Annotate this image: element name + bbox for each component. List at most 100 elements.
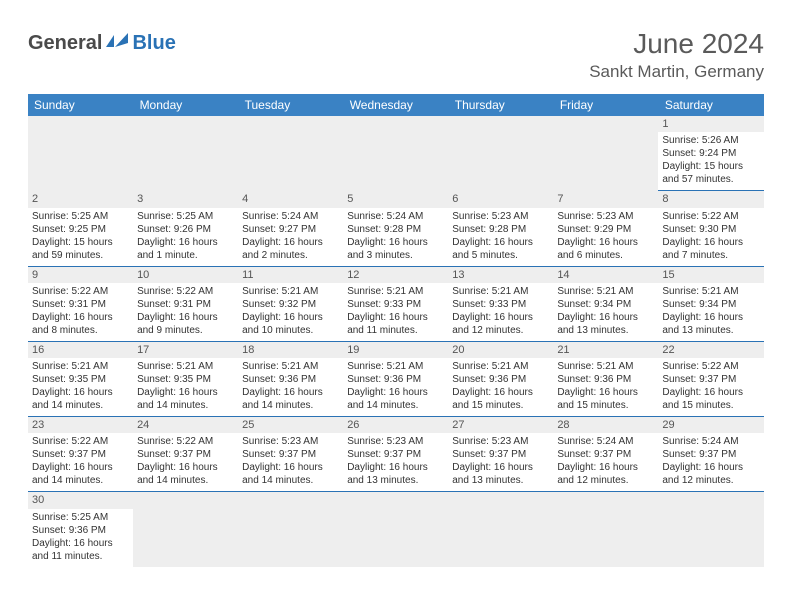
calendar-day-cell: 22 Sunrise: 5:22 AMSunset: 9:37 PMDayligh… bbox=[658, 341, 763, 416]
calendar-day-cell bbox=[28, 116, 133, 191]
weekday-header: Friday bbox=[553, 94, 658, 116]
day-details: Sunrise: 5:23 AMSunset: 9:37 PMDaylight:… bbox=[347, 435, 444, 487]
calendar-day-cell: 2 Sunrise: 5:25 AMSunset: 9:25 PMDaylight… bbox=[28, 191, 133, 266]
day-number: 24 bbox=[133, 417, 238, 433]
calendar-day-cell bbox=[658, 492, 763, 567]
day-number: 19 bbox=[343, 342, 448, 358]
calendar-day-cell: 28Sunrise: 5:24 AMSunset: 9:37 PMDayligh… bbox=[553, 417, 658, 492]
calendar-day-cell: 18Sunrise: 5:21 AMSunset: 9:36 PMDayligh… bbox=[238, 341, 343, 416]
day-number: 20 bbox=[448, 342, 553, 358]
calendar-day-cell: 1 Sunrise: 5:26 AMSunset: 9:24 PMDaylight… bbox=[658, 116, 763, 191]
day-details: Sunrise: 5:25 AMSunset: 9:36 PMDaylight:… bbox=[32, 511, 129, 563]
day-details: Sunrise: 5:25 AMSunset: 9:25 PMDaylight:… bbox=[32, 210, 129, 262]
day-details: Sunrise: 5:21 AMSunset: 9:34 PMDaylight:… bbox=[662, 285, 759, 337]
day-details: Sunrise: 5:21 AMSunset: 9:36 PMDaylight:… bbox=[557, 360, 654, 412]
calendar-day-cell: 7 Sunrise: 5:23 AMSunset: 9:29 PMDaylight… bbox=[553, 191, 658, 266]
day-number: 29 bbox=[658, 417, 763, 433]
day-details: Sunrise: 5:21 AMSunset: 9:33 PMDaylight:… bbox=[452, 285, 549, 337]
weekday-header: Wednesday bbox=[343, 94, 448, 116]
day-details: Sunrise: 5:23 AMSunset: 9:28 PMDaylight:… bbox=[452, 210, 549, 262]
day-details: Sunrise: 5:23 AMSunset: 9:37 PMDaylight:… bbox=[452, 435, 549, 487]
day-details: Sunrise: 5:26 AMSunset: 9:24 PMDaylight:… bbox=[662, 134, 759, 186]
title-block: June 2024 Sankt Martin, Germany bbox=[589, 28, 764, 82]
calendar-day-cell: 25Sunrise: 5:23 AMSunset: 9:37 PMDayligh… bbox=[238, 417, 343, 492]
weekday-header: Saturday bbox=[658, 94, 763, 116]
calendar-day-cell bbox=[238, 492, 343, 567]
weekday-header: Monday bbox=[133, 94, 238, 116]
day-number: 25 bbox=[238, 417, 343, 433]
day-details: Sunrise: 5:24 AMSunset: 9:37 PMDaylight:… bbox=[662, 435, 759, 487]
calendar-day-cell: 12Sunrise: 5:21 AMSunset: 9:33 PMDayligh… bbox=[343, 266, 448, 341]
weekday-header-row: Sunday Monday Tuesday Wednesday Thursday… bbox=[28, 94, 764, 116]
calendar-week-row: 16Sunrise: 5:21 AMSunset: 9:35 PMDayligh… bbox=[28, 341, 764, 416]
calendar-week-row: 30 Sunrise: 5:25 AMSunset: 9:36 PMDayligh… bbox=[28, 492, 764, 567]
day-number: 9 bbox=[28, 267, 133, 283]
logo-flag-icon bbox=[106, 33, 128, 54]
day-number: 27 bbox=[448, 417, 553, 433]
day-details: Sunrise: 5:21 AMSunset: 9:35 PMDaylight:… bbox=[32, 360, 129, 412]
day-number: 2 bbox=[28, 191, 133, 207]
day-details: Sunrise: 5:22 AMSunset: 9:30 PMDaylight:… bbox=[662, 210, 759, 262]
calendar-day-cell: 6 Sunrise: 5:23 AMSunset: 9:28 PMDaylight… bbox=[448, 191, 553, 266]
day-number: 13 bbox=[448, 267, 553, 283]
day-details: Sunrise: 5:24 AMSunset: 9:27 PMDaylight:… bbox=[242, 210, 339, 262]
day-details: Sunrise: 5:24 AMSunset: 9:28 PMDaylight:… bbox=[347, 210, 444, 262]
day-details: Sunrise: 5:21 AMSunset: 9:36 PMDaylight:… bbox=[347, 360, 444, 412]
calendar-day-cell: 20 Sunrise: 5:21 AMSunset: 9:36 PMDayligh… bbox=[448, 341, 553, 416]
weekday-header: Tuesday bbox=[238, 94, 343, 116]
day-details: Sunrise: 5:22 AMSunset: 9:31 PMDaylight:… bbox=[137, 285, 234, 337]
day-number: 30 bbox=[28, 492, 133, 508]
calendar-day-cell: 4 Sunrise: 5:24 AMSunset: 9:27 PMDaylight… bbox=[238, 191, 343, 266]
day-number: 12 bbox=[343, 267, 448, 283]
calendar-day-cell: 10 Sunrise: 5:22 AMSunset: 9:31 PMDayligh… bbox=[133, 266, 238, 341]
calendar-day-cell: 8Sunrise: 5:22 AMSunset: 9:30 PMDaylight… bbox=[658, 191, 763, 266]
brand-blue: Blue bbox=[132, 32, 175, 55]
calendar-day-cell bbox=[553, 116, 658, 191]
calendar-day-cell: 11 Sunrise: 5:21 AMSunset: 9:32 PMDayligh… bbox=[238, 266, 343, 341]
calendar-day-cell: 14Sunrise: 5:21 AMSunset: 9:34 PMDayligh… bbox=[553, 266, 658, 341]
brand-logo: General Blue bbox=[28, 32, 176, 55]
day-number: 10 bbox=[133, 267, 238, 283]
day-details: Sunrise: 5:22 AMSunset: 9:31 PMDaylight:… bbox=[32, 285, 129, 337]
calendar-day-cell: 16 Sunrise: 5:21 AMSunset: 9:35 PMDayligh… bbox=[28, 341, 133, 416]
calendar-day-cell: 23Sunrise: 5:22 AMSunset: 9:37 PMDayligh… bbox=[28, 417, 133, 492]
day-details: Sunrise: 5:24 AMSunset: 9:37 PMDaylight:… bbox=[557, 435, 654, 487]
day-number: 16 bbox=[28, 342, 133, 358]
calendar-day-cell bbox=[133, 492, 238, 567]
day-details: Sunrise: 5:23 AMSunset: 9:29 PMDaylight:… bbox=[557, 210, 654, 262]
calendar-week-row: 23Sunrise: 5:22 AMSunset: 9:37 PMDayligh… bbox=[28, 417, 764, 492]
day-details: Sunrise: 5:25 AMSunset: 9:26 PMDaylight:… bbox=[137, 210, 234, 262]
day-details: Sunrise: 5:21 AMSunset: 9:32 PMDaylight:… bbox=[242, 285, 339, 337]
day-number: 4 bbox=[238, 191, 343, 207]
weekday-header: Sunday bbox=[28, 94, 133, 116]
day-number: 6 bbox=[448, 191, 553, 207]
calendar-day-cell: 9 Sunrise: 5:22 AMSunset: 9:31 PMDaylight… bbox=[28, 266, 133, 341]
calendar-day-cell bbox=[238, 116, 343, 191]
calendar-day-cell bbox=[133, 116, 238, 191]
calendar-table: Sunday Monday Tuesday Wednesday Thursday… bbox=[28, 94, 764, 567]
calendar-day-cell bbox=[448, 492, 553, 567]
day-number: 26 bbox=[343, 417, 448, 433]
calendar-day-cell: 5Sunrise: 5:24 AMSunset: 9:28 PMDaylight… bbox=[343, 191, 448, 266]
calendar-day-cell bbox=[448, 116, 553, 191]
calendar-week-row: 1 Sunrise: 5:26 AMSunset: 9:24 PMDaylight… bbox=[28, 116, 764, 191]
day-number: 11 bbox=[238, 267, 343, 283]
weekday-header: Thursday bbox=[448, 94, 553, 116]
day-details: Sunrise: 5:22 AMSunset: 9:37 PMDaylight:… bbox=[662, 360, 759, 412]
day-details: Sunrise: 5:21 AMSunset: 9:35 PMDaylight:… bbox=[137, 360, 234, 412]
calendar-day-cell: 19 Sunrise: 5:21 AMSunset: 9:36 PMDayligh… bbox=[343, 341, 448, 416]
brand-general: General bbox=[28, 32, 102, 55]
day-details: Sunrise: 5:21 AMSunset: 9:34 PMDaylight:… bbox=[557, 285, 654, 337]
day-details: Sunrise: 5:22 AMSunset: 9:37 PMDaylight:… bbox=[32, 435, 129, 487]
calendar-day-cell: 30 Sunrise: 5:25 AMSunset: 9:36 PMDayligh… bbox=[28, 492, 133, 567]
day-number: 22 bbox=[658, 342, 763, 358]
calendar-week-row: 9Sunrise: 5:22 AMSunset: 9:31 PMDaylight… bbox=[28, 266, 764, 341]
day-number: 17 bbox=[133, 342, 238, 358]
day-number: 7 bbox=[553, 191, 658, 207]
calendar-day-cell: 29 Sunrise: 5:24 AMSunset: 9:37 PMDayligh… bbox=[658, 417, 763, 492]
day-details: Sunrise: 5:21 AMSunset: 9:36 PMDaylight:… bbox=[242, 360, 339, 412]
calendar-day-cell bbox=[343, 116, 448, 191]
day-number: 1 bbox=[658, 116, 763, 132]
day-details: Sunrise: 5:21 AMSunset: 9:36 PMDaylight:… bbox=[452, 360, 549, 412]
day-number: 21 bbox=[553, 342, 658, 358]
